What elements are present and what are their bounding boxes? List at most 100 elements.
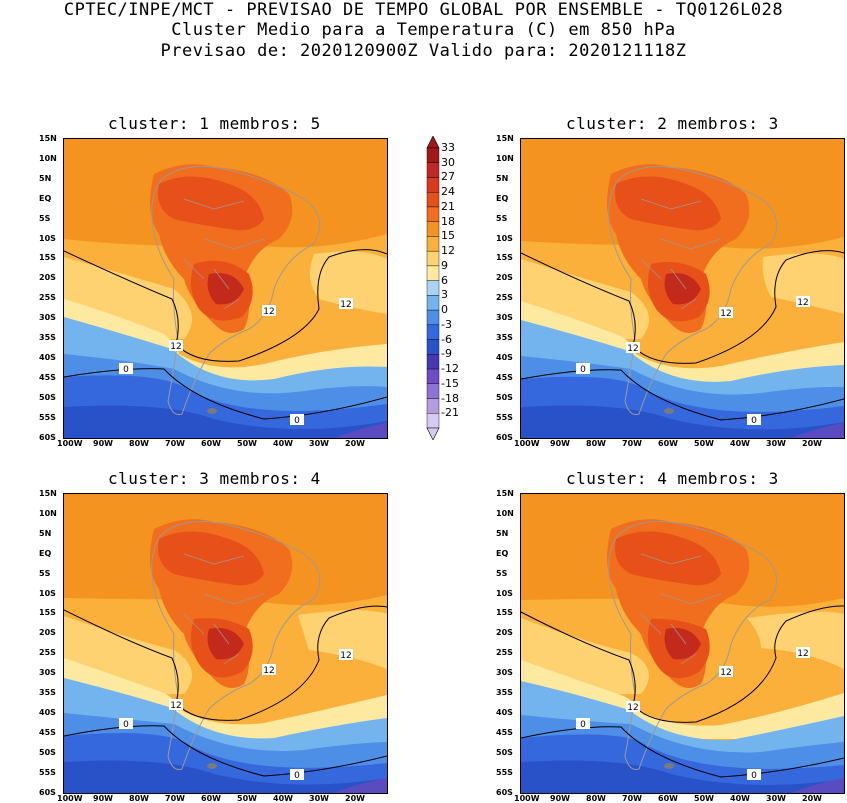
lon-tick-label: 20W <box>345 439 365 448</box>
legend-swatch <box>426 177 440 193</box>
legend-value-label: -18 <box>441 391 459 405</box>
lat-tick-label: 15S <box>39 608 56 618</box>
panel-title-2: cluster: 2 membros: 3 <box>566 114 779 133</box>
contour-label: 12 <box>339 649 353 661</box>
lon-tick-label: 40W <box>273 794 293 803</box>
lat-tick-label: 40S <box>39 707 56 717</box>
lon-tick-label: 60W <box>658 439 678 448</box>
lat-tick-label: 50S <box>39 747 56 757</box>
lat-tick-label: 5N <box>39 528 52 538</box>
lon-tick-label: 30W <box>309 794 329 803</box>
lon-tick-label: 100W <box>514 439 540 448</box>
lat-tick-label: 50S <box>496 392 513 402</box>
svg-text:12: 12 <box>720 668 731 678</box>
lat-tick-label: 35S <box>496 688 513 697</box>
contour-label: 12 <box>262 305 276 317</box>
contour-label: 12 <box>796 647 810 659</box>
lon-tick-label: 80W <box>129 794 149 803</box>
lat-tick-label: 55S <box>39 412 56 422</box>
legend-swatch <box>426 192 440 208</box>
lat-tick-label: 30S <box>496 313 513 323</box>
legend-swatch <box>426 236 440 252</box>
legend-value-label: 12 <box>441 244 455 258</box>
contour-label: 12 <box>719 666 733 678</box>
contour-label: 0 <box>119 363 133 375</box>
legend-swatch <box>426 250 440 267</box>
lat-tick-label: 10N <box>39 153 57 163</box>
lon-tick-label: 30W <box>309 439 329 448</box>
legend-swatch <box>426 368 440 384</box>
lat-tick-label: 60S <box>496 787 513 797</box>
figure-title-line-3: Previsao de: 2020120900Z Valido para: 20… <box>160 41 687 61</box>
lat-tick-label: 45S <box>496 372 513 382</box>
lat-tick-label: 25S <box>39 293 56 303</box>
lon-tick-label: 70W <box>165 794 185 803</box>
temperature-map: 12 12 12 0 0 <box>521 139 844 438</box>
panel-title-3: cluster: 3 membros: 4 <box>108 469 321 488</box>
lat-tick-label: 20S <box>39 273 56 283</box>
lat-tick-label: 35S <box>39 333 56 342</box>
map-panel-4: 12 12 12 0 0 <box>520 493 845 794</box>
legend-value-label: 6 <box>441 273 448 287</box>
svg-text:0: 0 <box>123 720 129 730</box>
color-legend: 33 30 27 24 21 18 15 12 9 6 3 0 -3 -6 -9 -12 -15 -18 -21 <box>426 135 459 444</box>
lon-tick-label: 40W <box>730 439 750 448</box>
temperature-map: 12 12 12 0 0 <box>521 494 844 793</box>
svg-text:12: 12 <box>720 309 731 319</box>
contour-label: 0 <box>576 363 590 375</box>
lon-tick-label: 100W <box>514 794 540 803</box>
svg-text:12: 12 <box>797 649 808 659</box>
lat-tick-label: 50S <box>496 747 513 757</box>
contour-label: 0 <box>119 718 133 730</box>
lon-tick-label: 30W <box>766 794 786 803</box>
legend-swatch <box>426 221 440 237</box>
svg-text:12: 12 <box>263 307 274 317</box>
legend-swatch <box>426 265 440 281</box>
legend-top-arrow <box>426 135 440 149</box>
lat-tick-label: 5N <box>496 173 509 183</box>
svg-text:12: 12 <box>263 666 274 676</box>
svg-text:0: 0 <box>294 771 300 781</box>
lat-tick-label: 40S <box>496 352 513 362</box>
lat-tick-label: 40S <box>39 352 56 362</box>
legend-swatch <box>426 324 440 340</box>
lat-tick-label: 5S <box>39 568 51 578</box>
legend-value-label: -9 <box>441 347 452 361</box>
lat-tick-label: 25S <box>496 293 513 303</box>
lat-tick-label: 10S <box>496 233 513 243</box>
lat-tick-label: 55S <box>39 767 56 777</box>
lat-tick-label: 10N <box>496 508 514 518</box>
lat-tick-label: EQ <box>39 193 52 203</box>
svg-text:0: 0 <box>751 416 757 426</box>
legend-bottom-arrow <box>426 427 440 441</box>
contour-label: 0 <box>747 414 761 426</box>
lat-tick-label: 15S <box>496 253 513 263</box>
contour-label: 0 <box>290 769 304 781</box>
contour-label: 12 <box>719 307 733 319</box>
lat-tick-label: 5N <box>39 173 52 183</box>
lat-tick-label: 10S <box>496 588 513 598</box>
lat-tick-label: 15N <box>39 489 57 498</box>
lat-tick-label: EQ <box>39 548 52 558</box>
lat-tick-label: 45S <box>39 372 56 382</box>
lon-tick-label: 100W <box>57 794 83 803</box>
legend-value-label: -12 <box>441 362 459 376</box>
lat-tick-label: 20S <box>39 628 56 638</box>
lat-tick-label: 5S <box>496 568 508 578</box>
contour-label: 12 <box>626 342 640 354</box>
contour-label: 0 <box>576 718 590 730</box>
lat-tick-label: 30S <box>39 668 56 678</box>
figure-title-line-2: Cluster Medio para a Temperatura (C) em … <box>171 20 676 40</box>
lat-tick-label: 25S <box>39 648 56 658</box>
lat-tick-label: 40S <box>496 707 513 717</box>
lon-tick-label: 60W <box>658 794 678 803</box>
svg-text:0: 0 <box>580 365 586 375</box>
lon-tick-label: 20W <box>802 439 822 448</box>
legend-value-label: 3 <box>441 288 448 302</box>
lat-tick-label: 15N <box>39 134 57 143</box>
panel-title-1: cluster: 1 membros: 5 <box>108 114 321 133</box>
temperature-map: 12 12 12 0 0 <box>64 139 387 438</box>
legend-swatch <box>426 398 440 414</box>
legend-value-label: -3 <box>441 317 452 331</box>
legend-swatch <box>426 295 440 311</box>
